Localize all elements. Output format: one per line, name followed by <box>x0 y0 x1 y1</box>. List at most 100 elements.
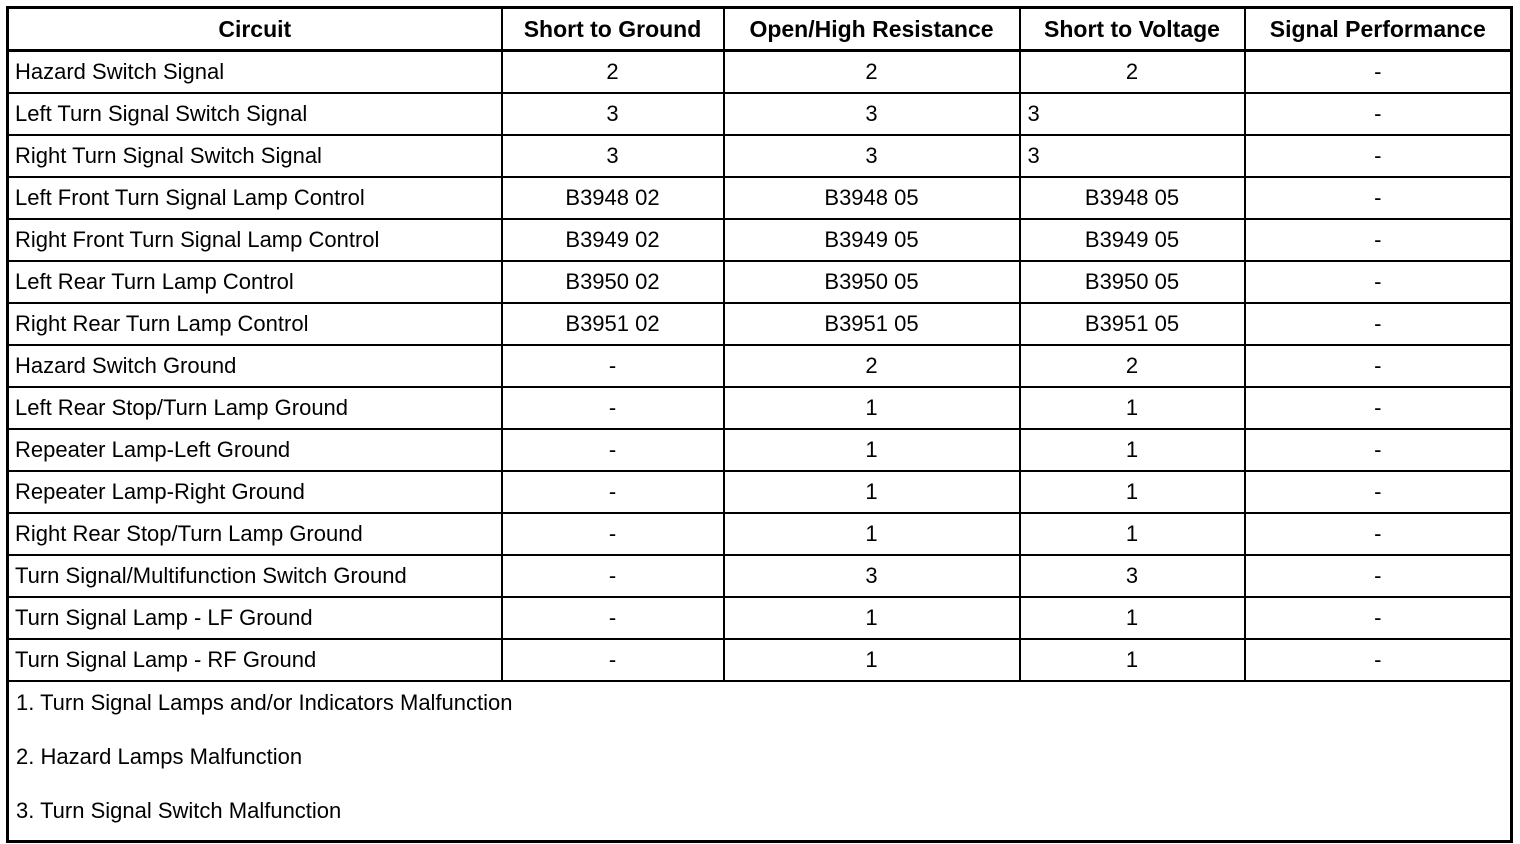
signal-performance-cell: - <box>1243 470 1513 514</box>
short-to-ground-cell: - <box>500 386 725 430</box>
signal-performance-cell: - <box>1243 302 1513 346</box>
open-high-resistance-cell: 1 <box>722 596 1021 640</box>
short-to-voltage-cell: 1 <box>1018 638 1246 682</box>
column-header-short-to-ground: Short to Ground <box>500 6 725 52</box>
column-header-signal-performance: Signal Performance <box>1243 6 1513 52</box>
signal-performance-cell: - <box>1243 554 1513 598</box>
short-to-ground-cell: 3 <box>500 92 725 136</box>
short-to-ground-cell: B3950 02 <box>500 260 725 304</box>
signal-performance-cell: - <box>1243 218 1513 262</box>
short-to-ground-cell: - <box>500 554 725 598</box>
column-header-short-to-voltage: Short to Voltage <box>1018 6 1246 52</box>
short-to-voltage-cell: B3948 05 <box>1018 176 1246 220</box>
short-to-voltage-cell: 2 <box>1018 344 1246 388</box>
short-to-voltage-cell: 1 <box>1018 428 1246 472</box>
short-to-voltage-cell: 1 <box>1018 596 1246 640</box>
open-high-resistance-cell: 2 <box>722 344 1021 388</box>
table-row: Turn Signal/Multifunction Switch Ground … <box>6 554 1513 598</box>
short-to-voltage-cell: B3949 05 <box>1018 218 1246 262</box>
open-high-resistance-cell: 1 <box>722 428 1021 472</box>
short-to-voltage-cell: 3 <box>1018 134 1246 178</box>
table-row: Hazard Switch Ground - 2 2 - <box>6 344 1513 388</box>
open-high-resistance-cell: 1 <box>722 638 1021 682</box>
footnotes-cell: 1. Turn Signal Lamps and/or Indicators M… <box>6 680 1513 843</box>
footnote-1: 1. Turn Signal Lamps and/or Indicators M… <box>16 690 513 715</box>
column-header-circuit: Circuit <box>6 6 503 52</box>
notes-row: 1. Turn Signal Lamps and/or Indicators M… <box>6 680 1513 843</box>
open-high-resistance-cell: 3 <box>722 92 1021 136</box>
table-row: Repeater Lamp-Left Ground - 1 1 - <box>6 428 1513 472</box>
signal-performance-cell: - <box>1243 260 1513 304</box>
short-to-ground-cell: B3949 02 <box>500 218 725 262</box>
short-to-ground-cell: - <box>500 512 725 556</box>
signal-performance-cell: - <box>1243 92 1513 136</box>
short-to-ground-cell: - <box>500 596 725 640</box>
circuit-cell: Right Rear Turn Lamp Control <box>6 302 503 346</box>
circuit-cell: Hazard Switch Signal <box>6 49 503 94</box>
table-row: Hazard Switch Signal 2 2 2 - <box>6 49 1513 94</box>
open-high-resistance-cell: B3948 05 <box>722 176 1021 220</box>
circuit-cell: Right Rear Stop/Turn Lamp Ground <box>6 512 503 556</box>
table-row: Right Front Turn Signal Lamp Control B39… <box>6 218 1513 262</box>
short-to-ground-cell: - <box>500 638 725 682</box>
column-header-open-high-resistance: Open/High Resistance <box>722 6 1021 52</box>
table-row: Right Turn Signal Switch Signal 3 3 3 - <box>6 134 1513 178</box>
circuit-cell: Turn Signal Lamp - RF Ground <box>6 638 503 682</box>
circuit-cell: Left Turn Signal Switch Signal <box>6 92 503 136</box>
circuit-cell: Repeater Lamp-Right Ground <box>6 470 503 514</box>
circuit-cell: Left Front Turn Signal Lamp Control <box>6 176 503 220</box>
signal-performance-cell: - <box>1243 49 1513 94</box>
open-high-resistance-cell: 3 <box>722 134 1021 178</box>
open-high-resistance-cell: 1 <box>722 470 1021 514</box>
open-high-resistance-cell: 2 <box>722 49 1021 94</box>
short-to-ground-cell: 2 <box>500 49 725 94</box>
table-row: Repeater Lamp-Right Ground - 1 1 - <box>6 470 1513 514</box>
footnote-2: 2. Hazard Lamps Malfunction <box>16 744 303 769</box>
signal-performance-cell: - <box>1243 512 1513 556</box>
circuit-cell: Repeater Lamp-Left Ground <box>6 428 503 472</box>
table-body: Hazard Switch Signal 2 2 2 - Left Turn S… <box>6 49 1513 682</box>
table-row: Right Rear Stop/Turn Lamp Ground - 1 1 - <box>6 512 1513 556</box>
short-to-ground-cell: B3948 02 <box>500 176 725 220</box>
short-to-voltage-cell: B3950 05 <box>1018 260 1246 304</box>
table-row: Left Rear Stop/Turn Lamp Ground - 1 1 - <box>6 386 1513 430</box>
table-row: Turn Signal Lamp - LF Ground - 1 1 - <box>6 596 1513 640</box>
signal-performance-cell: - <box>1243 344 1513 388</box>
short-to-ground-cell: - <box>500 428 725 472</box>
circuit-cell: Turn Signal/Multifunction Switch Ground <box>6 554 503 598</box>
short-to-voltage-cell: 2 <box>1018 49 1246 94</box>
signal-performance-cell: - <box>1243 176 1513 220</box>
short-to-voltage-cell: 1 <box>1018 512 1246 556</box>
signal-performance-cell: - <box>1243 638 1513 682</box>
circuit-cell: Left Rear Turn Lamp Control <box>6 260 503 304</box>
signal-performance-cell: - <box>1243 428 1513 472</box>
short-to-ground-cell: - <box>500 344 725 388</box>
circuit-fault-table: Circuit Short to Ground Open/High Resist… <box>6 6 1513 843</box>
header-row: Circuit Short to Ground Open/High Resist… <box>6 6 1513 52</box>
table-row: Left Front Turn Signal Lamp Control B394… <box>6 176 1513 220</box>
circuit-cell: Right Front Turn Signal Lamp Control <box>6 218 503 262</box>
open-high-resistance-cell: B3951 05 <box>722 302 1021 346</box>
table-row: Turn Signal Lamp - RF Ground - 1 1 - <box>6 638 1513 682</box>
open-high-resistance-cell: 3 <box>722 554 1021 598</box>
short-to-voltage-cell: 1 <box>1018 470 1246 514</box>
signal-performance-cell: - <box>1243 386 1513 430</box>
open-high-resistance-cell: 1 <box>722 386 1021 430</box>
short-to-voltage-cell: B3951 05 <box>1018 302 1246 346</box>
short-to-ground-cell: - <box>500 470 725 514</box>
short-to-ground-cell: B3951 02 <box>500 302 725 346</box>
open-high-resistance-cell: 1 <box>722 512 1021 556</box>
short-to-ground-cell: 3 <box>500 134 725 178</box>
footnote-3: 3. Turn Signal Switch Malfunction <box>16 798 342 823</box>
circuit-cell: Left Rear Stop/Turn Lamp Ground <box>6 386 503 430</box>
table-row: Left Turn Signal Switch Signal 3 3 3 - <box>6 92 1513 136</box>
table-row: Left Rear Turn Lamp Control B3950 02 B39… <box>6 260 1513 304</box>
open-high-resistance-cell: B3949 05 <box>722 218 1021 262</box>
short-to-voltage-cell: 3 <box>1018 92 1246 136</box>
signal-performance-cell: - <box>1243 596 1513 640</box>
short-to-voltage-cell: 3 <box>1018 554 1246 598</box>
circuit-cell: Turn Signal Lamp - LF Ground <box>6 596 503 640</box>
open-high-resistance-cell: B3950 05 <box>722 260 1021 304</box>
circuit-cell: Right Turn Signal Switch Signal <box>6 134 503 178</box>
